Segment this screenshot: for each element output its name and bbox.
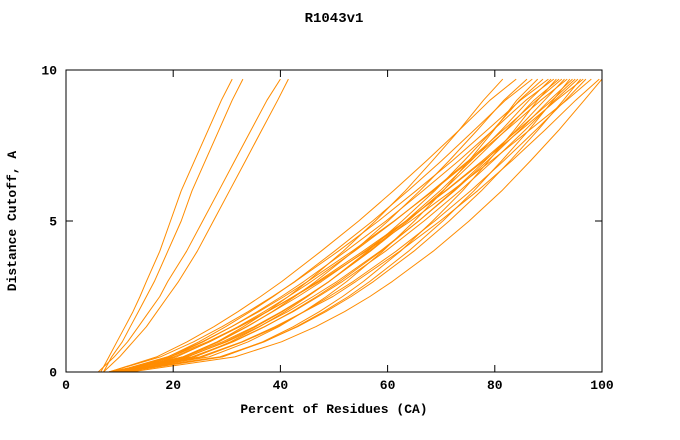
curve-5 xyxy=(119,78,584,373)
x-tick-label: 80 xyxy=(487,378,503,393)
x-tick-label: 40 xyxy=(273,378,289,393)
curve-26 xyxy=(103,78,244,373)
curve-15 xyxy=(124,78,557,373)
curve-20 xyxy=(114,78,539,373)
x-tick-label: 0 xyxy=(62,378,70,393)
axes-layer: 0 20 40 60 80 100 0 5 10 xyxy=(41,64,614,394)
y-tick-label: 5 xyxy=(49,215,57,230)
curve-25 xyxy=(100,78,233,373)
curve-13 xyxy=(124,78,563,373)
x-tick-label: 60 xyxy=(380,378,396,393)
y-tick-label: 0 xyxy=(49,366,57,381)
y-tick-label: 10 xyxy=(41,64,57,79)
curve-14 xyxy=(108,78,560,373)
curve-21 xyxy=(119,78,533,373)
x-tick-label: 100 xyxy=(590,378,614,393)
curve-2 xyxy=(119,78,600,373)
curve-28 xyxy=(103,78,289,373)
curve-27 xyxy=(97,78,281,373)
chart-title: R1043v1 xyxy=(305,11,364,27)
curve-16 xyxy=(119,78,555,373)
curve-10 xyxy=(119,78,571,373)
curve-24 xyxy=(119,78,504,373)
curve-22 xyxy=(114,78,528,373)
curve-1 xyxy=(130,78,603,373)
curve-19 xyxy=(124,78,544,373)
curve-18 xyxy=(108,78,549,373)
curve-4 xyxy=(124,78,587,373)
x-tick-label: 20 xyxy=(165,378,181,393)
x-axis-label: Percent of Residues (CA) xyxy=(240,402,427,417)
curve-9 xyxy=(108,78,573,373)
curve-17 xyxy=(114,78,552,373)
y-axis-label: Distance Cutoff, A xyxy=(5,151,20,292)
curve-23 xyxy=(108,78,517,373)
curve-12 xyxy=(119,78,565,373)
curves-layer xyxy=(97,78,603,373)
